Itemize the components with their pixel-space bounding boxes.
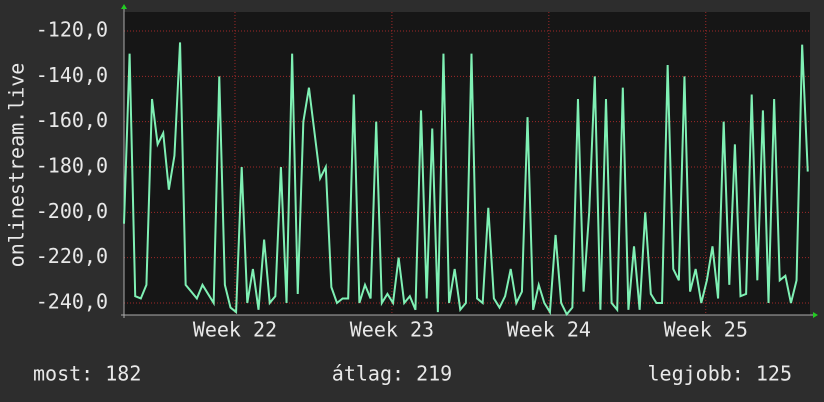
y-tick-label: -140,0 <box>36 63 108 87</box>
y-tick-label: -180,0 <box>36 154 108 178</box>
y-tick-label: -220,0 <box>36 244 108 268</box>
y-tick-label: -240,0 <box>36 289 108 313</box>
y-axis-label: onlinestream.live <box>5 63 29 268</box>
y-tick-label: -120,0 <box>36 18 108 42</box>
data-line <box>123 42 809 317</box>
x-tick-label: Week 25 <box>664 318 748 342</box>
x-tick-label: Week 24 <box>507 318 591 342</box>
x-tick-label: Week 23 <box>350 318 434 342</box>
axis-arrow <box>121 4 127 9</box>
footer-text: most: 182 <box>33 362 141 386</box>
y-tick-label: -160,0 <box>36 108 108 132</box>
axis-arrow <box>813 312 818 318</box>
footer-text: átlag: 219 <box>332 362 452 386</box>
x-tick-label: Week 22 <box>193 318 277 342</box>
footer-text: legjobb: 125 <box>648 362 793 386</box>
y-tick-label: -200,0 <box>36 199 108 223</box>
